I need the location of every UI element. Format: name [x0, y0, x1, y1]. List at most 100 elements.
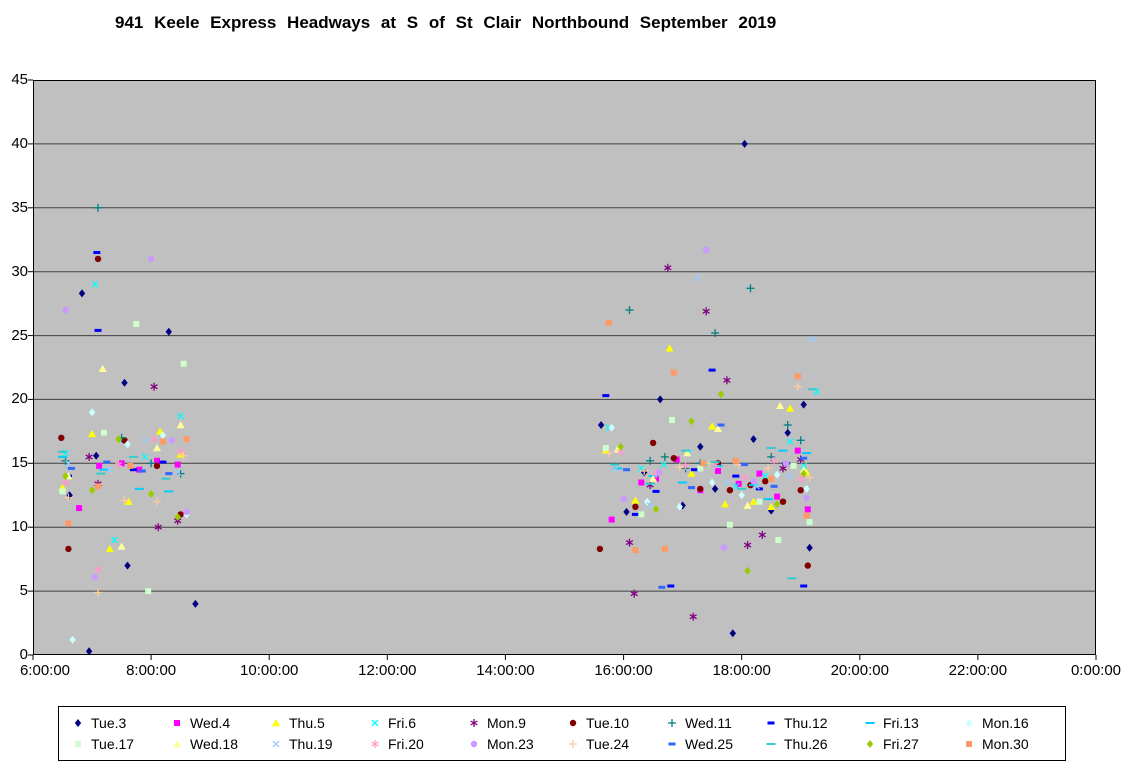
x-tick-label: 22:00:00 — [948, 662, 1008, 679]
legend-marker-icon — [371, 719, 379, 727]
legend: Tue.3 Wed.4 Thu.5 Fri.6 Mon.9 Tue.10 Wed.11 Thu… — [58, 706, 1066, 761]
legend-entry-Thu.19: Thu.19 — [265, 736, 364, 752]
legend-marker-icon — [865, 721, 875, 724]
legend-marker-icon — [767, 721, 775, 725]
legend-marker-icon — [173, 740, 181, 748]
series-Tue.10 — [58, 255, 811, 569]
legend-marker-icon — [668, 742, 676, 746]
legend-marker-icon — [272, 740, 280, 748]
y-tick-label: 20 — [11, 390, 28, 408]
legend-label: Fri.13 — [883, 714, 919, 731]
x-tick-label: 10:00:00 — [240, 662, 299, 679]
x-tick-label: 16:00:00 — [594, 662, 653, 679]
legend-entry-Wed.4: Wed.4 — [166, 715, 265, 731]
y-tick-label: 15 — [11, 454, 28, 472]
legend-marker-icon — [966, 741, 972, 748]
legend-label: Thu.26 — [784, 736, 828, 753]
y-tick-label: 5 — [19, 582, 28, 600]
x-tick-label: 6:00:00 — [19, 662, 71, 679]
legend-entry-Fri.13: Fri.13 — [859, 715, 958, 731]
legend-entry-Thu.5: Thu.5 — [265, 715, 364, 731]
x-tick-label: 18:00:00 — [712, 662, 771, 679]
legend-label: Thu.19 — [289, 736, 333, 753]
legend-label: Mon.23 — [487, 736, 534, 753]
legend-marker-icon — [74, 718, 82, 727]
legend-marker-icon — [75, 741, 81, 748]
legend-entry-Fri.6: Fri.6 — [364, 715, 463, 731]
series-Mon.9 — [85, 263, 805, 621]
legend-entry-Wed.11: Wed.11 — [661, 715, 760, 731]
legend-label: Fri.27 — [883, 736, 919, 753]
series-Tue.17 — [59, 321, 813, 595]
legend-marker-icon — [272, 718, 280, 726]
x-tick-label: 0:00:00 — [1070, 662, 1122, 679]
y-tick-label: 40 — [11, 134, 28, 152]
legend-entry-Mon.23: Mon.23 — [463, 736, 562, 752]
legend-marker-icon — [569, 719, 577, 726]
legend-marker-icon — [174, 719, 180, 726]
legend-label: Wed.18 — [190, 736, 238, 753]
legend-label: Wed.25 — [685, 736, 733, 753]
legend-label: Tue.17 — [91, 736, 135, 753]
legend-marker-icon — [766, 743, 776, 746]
y-tick-label: 35 — [11, 198, 28, 216]
series-Thu.12 — [64, 251, 808, 588]
legend-entry-Mon.16: Mon.16 — [958, 715, 1057, 731]
legend-marker-icon — [470, 718, 478, 727]
series-Mon.16 — [69, 408, 810, 644]
legend-marker-icon — [668, 718, 676, 727]
legend-entry-Wed.25: Wed.25 — [661, 736, 760, 752]
legend-label: Fri.20 — [388, 736, 424, 753]
legend-entry-Thu.26: Thu.26 — [760, 736, 859, 752]
series-Thu.5 — [58, 344, 811, 553]
y-tick-label: 25 — [11, 326, 28, 344]
legend-entry-Thu.12: Thu.12 — [760, 715, 859, 731]
legend-entry-Mon.9: Mon.9 — [463, 715, 562, 731]
plot-area — [28, 79, 1097, 660]
series-Tue.3 — [66, 139, 813, 656]
series-Fri.20 — [61, 435, 805, 574]
series-Fri.6 — [62, 280, 821, 544]
series-Thu.26 — [58, 388, 817, 580]
legend-marker-icon — [371, 740, 379, 749]
legend-entry-Tue.24: Tue.24 — [562, 736, 661, 752]
legend-label: Wed.4 — [190, 714, 231, 731]
legend-label: Mon.30 — [982, 736, 1029, 753]
legend-label: Thu.5 — [289, 714, 325, 731]
legend-label: Tue.3 — [91, 714, 127, 731]
legend-marker-icon — [965, 718, 973, 727]
plot-svg — [28, 79, 1097, 660]
chart-title: 941 Keele Express Headways at S of St Cl… — [115, 13, 777, 32]
series-Fri.27 — [62, 390, 807, 575]
x-tick-label: 12:00:00 — [358, 662, 417, 679]
series-Mon.23 — [62, 246, 810, 581]
legend-entry-Tue.17: Tue.17 — [67, 736, 166, 752]
y-tick-label: 45 — [11, 71, 28, 88]
legend-entry-Fri.27: Fri.27 — [859, 736, 958, 752]
legend-marker-icon — [866, 740, 874, 749]
x-tick-label: 14:00:00 — [476, 662, 535, 679]
series-Wed.25 — [67, 423, 808, 589]
y-tick-label: 10 — [11, 518, 28, 536]
series-Thu.19 — [64, 274, 816, 509]
legend-marker-icon — [569, 740, 577, 749]
series-Mon.30 — [65, 319, 810, 554]
legend-entry-Mon.30: Mon.30 — [958, 736, 1057, 752]
x-tick-label: 8:00:00 — [126, 662, 177, 679]
legend-entry-Fri.20: Fri.20 — [364, 736, 463, 752]
y-tick-label: 0 — [19, 646, 28, 663]
legend-label: Tue.10 — [586, 714, 630, 731]
legend-entry-Tue.3: Tue.3 — [67, 715, 166, 731]
legend-entry-Tue.10: Tue.10 — [562, 715, 661, 731]
legend-label: Wed.11 — [685, 714, 732, 731]
legend-label: Fri.6 — [388, 714, 416, 731]
legend-label: Tue.24 — [586, 736, 630, 753]
legend-label: Mon.9 — [487, 714, 526, 731]
y-tick-label: 30 — [11, 262, 28, 280]
legend-marker-icon — [470, 741, 478, 748]
x-tick-label: 20:00:00 — [830, 662, 889, 679]
series-Tue.24 — [64, 382, 814, 597]
legend-label: Mon.16 — [982, 714, 1029, 731]
series-Wed.11 — [61, 203, 805, 478]
